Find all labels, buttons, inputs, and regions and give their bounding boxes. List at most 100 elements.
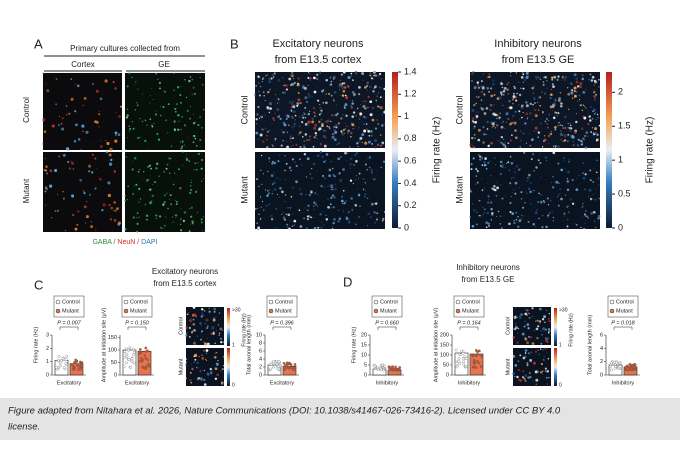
speckle xyxy=(189,76,192,78)
speckle xyxy=(359,118,361,120)
speckle xyxy=(322,89,325,91)
speckle xyxy=(593,211,596,214)
speckle xyxy=(116,207,119,210)
speckle xyxy=(473,134,476,136)
row-label: Control xyxy=(178,317,184,335)
speckle xyxy=(567,133,570,136)
speckle xyxy=(526,323,530,327)
colorbar-tick-label: 1 xyxy=(559,342,562,348)
speckle xyxy=(336,143,338,145)
speckle xyxy=(527,327,530,330)
speckle xyxy=(512,95,516,99)
speckle xyxy=(545,337,547,339)
speckle xyxy=(290,140,292,143)
speckle xyxy=(260,206,262,208)
speckle xyxy=(380,134,382,136)
speckle xyxy=(196,366,199,369)
speckle xyxy=(570,91,574,95)
speckle xyxy=(516,316,518,318)
speckle xyxy=(559,124,562,127)
speckle xyxy=(257,81,260,85)
speckle xyxy=(186,109,189,113)
speckle xyxy=(259,196,262,198)
speckle xyxy=(333,175,336,178)
speckle xyxy=(200,167,203,170)
point xyxy=(59,359,63,363)
speckle xyxy=(557,145,560,149)
speckle xyxy=(562,140,565,143)
speckle xyxy=(57,193,59,195)
speckle xyxy=(266,134,269,137)
speckle xyxy=(374,127,378,130)
speckle xyxy=(174,128,175,130)
micrograph xyxy=(513,307,551,345)
colorbar-tick-label: 0 xyxy=(559,382,562,388)
speckle xyxy=(299,116,301,118)
speckle xyxy=(166,192,168,194)
speckle xyxy=(480,107,483,109)
point xyxy=(478,349,481,353)
speckle xyxy=(289,135,292,138)
speckle xyxy=(339,179,343,182)
speckle xyxy=(190,224,191,226)
legend-box xyxy=(371,295,403,318)
speckle xyxy=(539,348,542,350)
speckle xyxy=(147,165,150,168)
speckle xyxy=(256,208,258,210)
speckle xyxy=(587,135,589,137)
speckle xyxy=(347,75,351,80)
speckle xyxy=(292,105,296,109)
colorbar-label: Firing rate (Hz) xyxy=(241,313,247,347)
speckle xyxy=(325,78,328,82)
speckle xyxy=(291,82,295,86)
speckle xyxy=(504,141,507,144)
speckle xyxy=(574,131,577,134)
speckle xyxy=(218,332,221,334)
speckle xyxy=(135,183,138,186)
speckle xyxy=(210,332,214,336)
speckle xyxy=(361,72,365,75)
speckle xyxy=(330,94,333,97)
panel-title: Inhibitory neurons xyxy=(456,263,520,272)
speckle xyxy=(509,74,512,77)
speckle xyxy=(529,102,532,105)
speckle xyxy=(311,120,315,124)
speckle xyxy=(62,190,64,193)
speckle xyxy=(535,225,537,228)
speckle xyxy=(352,128,354,130)
speckle xyxy=(288,77,292,81)
speckle xyxy=(585,89,587,91)
speckle xyxy=(329,128,331,130)
speckle xyxy=(539,322,541,324)
speckle xyxy=(291,158,294,161)
colorbar-tick-label: 0 xyxy=(404,222,409,232)
speckle xyxy=(512,191,514,193)
speckle xyxy=(49,169,53,173)
speckle xyxy=(517,222,519,224)
speckle xyxy=(362,177,365,181)
speckle xyxy=(191,93,193,95)
speckle xyxy=(581,109,584,112)
speckle xyxy=(526,176,529,180)
speckle xyxy=(331,194,335,197)
bar xyxy=(267,364,282,376)
speckle xyxy=(557,182,560,185)
speckle xyxy=(554,128,557,131)
speckle xyxy=(359,205,361,207)
speckle xyxy=(335,114,338,117)
speckle xyxy=(179,218,182,221)
speckle xyxy=(569,197,573,201)
speckle xyxy=(596,133,599,136)
speckle xyxy=(501,197,504,200)
speckle xyxy=(46,172,49,175)
point xyxy=(65,355,68,358)
speckle xyxy=(330,206,333,209)
y-axis-label: Firing rate (Hz) xyxy=(33,326,39,363)
speckle xyxy=(338,142,340,144)
speckle xyxy=(564,194,567,196)
speckle xyxy=(533,329,535,331)
speckle xyxy=(483,112,487,115)
speckle xyxy=(272,145,274,147)
speckle xyxy=(519,146,521,148)
speckle xyxy=(266,170,269,173)
